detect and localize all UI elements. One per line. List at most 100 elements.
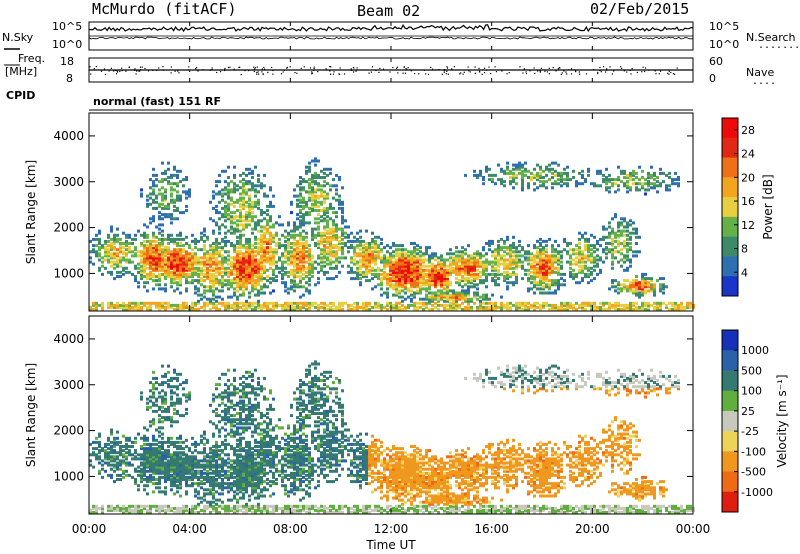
- power-cell: [236, 262, 239, 266]
- power-cell: [530, 178, 533, 182]
- power-cell: [233, 188, 236, 192]
- power-cell: [506, 308, 509, 311]
- power-cell: [536, 287, 539, 291]
- power-cell: [251, 258, 254, 262]
- power-cell: [362, 256, 365, 260]
- power-cell: [329, 235, 332, 239]
- power-cell: [305, 169, 308, 173]
- power-cell: [356, 305, 359, 309]
- power-cell: [188, 272, 191, 276]
- power-cell: [203, 239, 206, 243]
- velocity-cell: [122, 475, 125, 479]
- power-cell: [302, 252, 305, 256]
- power-cell: [161, 186, 164, 190]
- power-cell: [239, 262, 242, 266]
- power-cell: [509, 244, 512, 248]
- power-cell: [500, 237, 503, 241]
- power-cell: [512, 176, 515, 179]
- power-cell: [197, 299, 200, 303]
- power-cell: [608, 305, 611, 309]
- power-cell: [401, 289, 404, 293]
- power-cell: [224, 268, 227, 272]
- power-cell: [248, 206, 251, 210]
- power-cell: [281, 244, 284, 248]
- nave-dot: [256, 71, 258, 74]
- power-cell: [149, 308, 152, 311]
- power-cell: [404, 285, 407, 289]
- power-cell: [155, 246, 158, 250]
- power-cell: [191, 272, 194, 276]
- power-cell: [557, 270, 560, 274]
- power-cell: [116, 305, 119, 309]
- power-cell: [248, 167, 251, 171]
- power-cell: [287, 256, 290, 260]
- power-cell: [215, 223, 218, 227]
- power-cell: [617, 287, 620, 291]
- power-cell: [278, 246, 281, 250]
- power-cell: [134, 254, 137, 258]
- power-cell: [164, 196, 167, 200]
- power-cell: [305, 250, 308, 254]
- power-cell: [446, 308, 449, 311]
- power-cell: [152, 180, 155, 184]
- power-cell: [317, 246, 320, 250]
- power-cell: [284, 308, 287, 311]
- power-cell: [407, 295, 410, 299]
- power-cell: [374, 303, 377, 307]
- power-cell: [470, 262, 473, 266]
- power-cell: [176, 242, 179, 245]
- velocity-cell: [116, 508, 119, 512]
- power-cell: [356, 246, 359, 250]
- power-cell: [164, 246, 167, 250]
- power-cell: [386, 293, 389, 297]
- power-cell: [506, 272, 509, 276]
- power-cell: [494, 256, 497, 260]
- power-cell: [107, 252, 110, 256]
- power-cell: [212, 252, 215, 256]
- power-cell: [464, 266, 467, 270]
- power-cell: [266, 256, 269, 260]
- power-cell: [242, 275, 245, 278]
- power-cell: [245, 301, 248, 305]
- power-cell: [497, 178, 500, 182]
- velocity-cell: [128, 453, 131, 457]
- nave-dot: [300, 67, 302, 69]
- power-cell: [326, 223, 329, 227]
- power-cell: [311, 196, 314, 200]
- power-cell: [266, 252, 269, 256]
- power-cell: [401, 285, 404, 289]
- power-cell: [410, 272, 413, 276]
- power-cell: [368, 262, 371, 266]
- power-cell: [323, 250, 326, 254]
- power-cell: [242, 215, 245, 219]
- power-cell: [476, 272, 479, 276]
- power-cell: [491, 279, 494, 283]
- power-cell: [401, 279, 404, 283]
- power-cell: [95, 308, 98, 311]
- power-cell: [122, 308, 125, 311]
- power-cell: [293, 223, 296, 227]
- power-cell: [356, 301, 359, 305]
- power-cell: [548, 272, 551, 276]
- power-cell: [305, 200, 308, 204]
- power-cell: [494, 182, 497, 186]
- power-cell: [389, 301, 392, 305]
- power-cell: [407, 262, 410, 266]
- power-cell: [128, 308, 131, 311]
- power-cell: [491, 303, 494, 307]
- velocity-cell: [140, 436, 143, 440]
- power-cell: [611, 256, 614, 260]
- nave-dot: [158, 67, 160, 69]
- power-cell: [425, 258, 428, 262]
- power-cell: [461, 266, 464, 270]
- power-cell: [452, 303, 455, 307]
- power-cell: [455, 291, 458, 295]
- power-cell: [665, 303, 668, 307]
- power-cell: [623, 256, 626, 260]
- power-cell: [455, 258, 458, 262]
- power-cell: [152, 268, 155, 272]
- power-cell: [188, 194, 191, 198]
- power-cell: [404, 305, 407, 309]
- power-cell: [461, 295, 464, 299]
- power-cell: [260, 254, 263, 258]
